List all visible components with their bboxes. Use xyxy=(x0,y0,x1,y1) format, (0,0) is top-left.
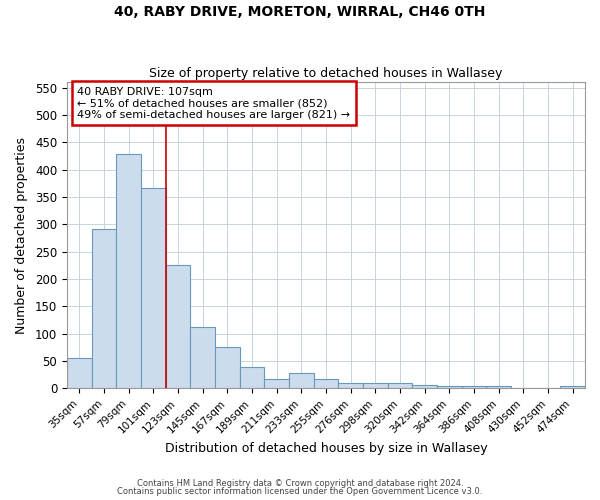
Bar xyxy=(388,383,412,388)
Text: 40, RABY DRIVE, MORETON, WIRRAL, CH46 0TH: 40, RABY DRIVE, MORETON, WIRRAL, CH46 0T… xyxy=(115,5,485,19)
Bar xyxy=(338,383,363,388)
Bar xyxy=(190,326,215,388)
Bar xyxy=(412,385,437,388)
Bar xyxy=(92,228,116,388)
Bar xyxy=(437,386,461,388)
Bar xyxy=(67,358,92,388)
Bar xyxy=(487,386,511,388)
Bar xyxy=(215,347,239,389)
Bar xyxy=(461,386,487,388)
Text: Contains HM Land Registry data © Crown copyright and database right 2024.: Contains HM Land Registry data © Crown c… xyxy=(137,478,463,488)
Title: Size of property relative to detached houses in Wallasey: Size of property relative to detached ho… xyxy=(149,66,503,80)
Text: 40 RABY DRIVE: 107sqm
← 51% of detached houses are smaller (852)
49% of semi-det: 40 RABY DRIVE: 107sqm ← 51% of detached … xyxy=(77,86,350,120)
Bar xyxy=(239,367,264,388)
X-axis label: Distribution of detached houses by size in Wallasey: Distribution of detached houses by size … xyxy=(164,442,487,455)
Bar xyxy=(141,188,166,388)
Bar xyxy=(289,373,314,388)
Y-axis label: Number of detached properties: Number of detached properties xyxy=(15,137,28,334)
Bar xyxy=(264,379,289,388)
Bar xyxy=(166,266,190,388)
Bar xyxy=(363,383,388,388)
Bar xyxy=(314,379,338,388)
Text: Contains public sector information licensed under the Open Government Licence v3: Contains public sector information licen… xyxy=(118,487,482,496)
Bar xyxy=(560,386,585,388)
Bar xyxy=(116,154,141,388)
